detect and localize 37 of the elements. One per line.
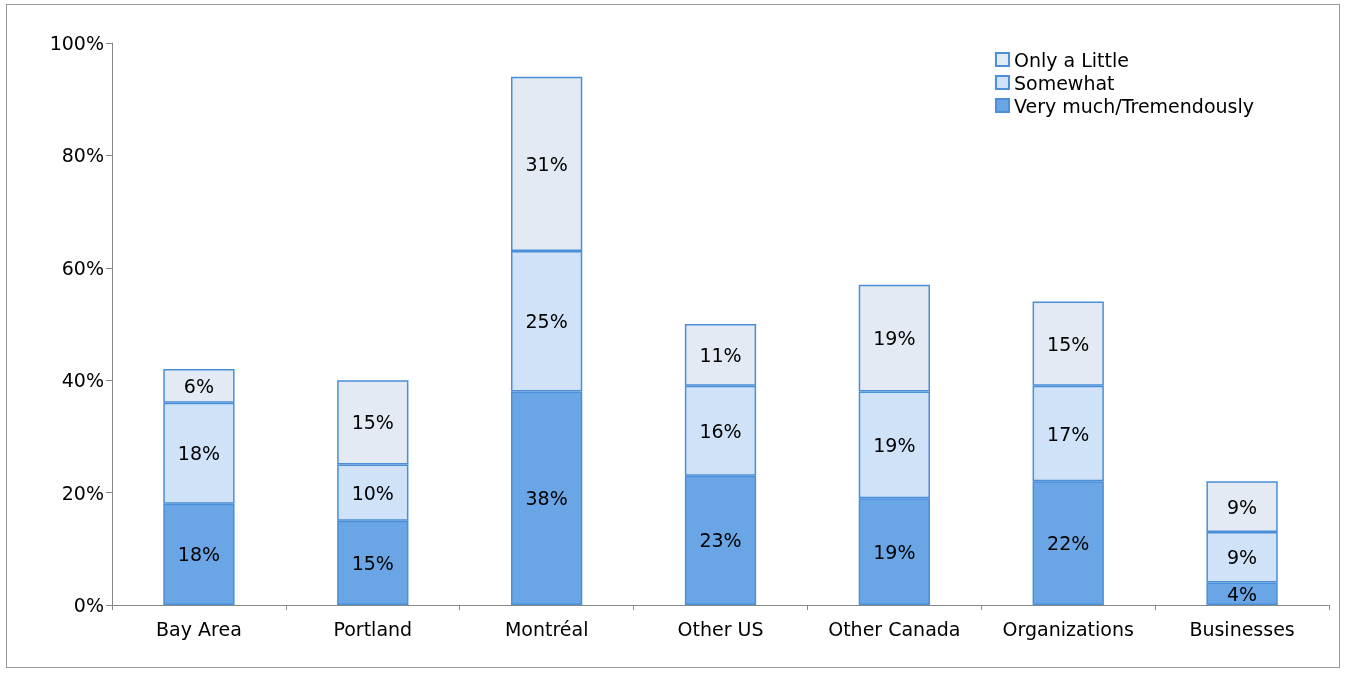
y-tick-label: 80% <box>61 144 104 167</box>
x-tick-label: Montréal <box>504 617 589 640</box>
x-tick-label: Businesses <box>1189 617 1295 640</box>
data-label: 25% <box>525 310 568 333</box>
data-label: 4% <box>1226 582 1258 605</box>
legend-label: Very much/Tremendously <box>1013 94 1255 117</box>
data-label: 19% <box>873 327 916 350</box>
y-tick-label: 60% <box>61 256 104 279</box>
data-label: 19% <box>873 433 916 456</box>
data-label: 31% <box>525 152 568 175</box>
y-tick-label: 40% <box>61 369 104 392</box>
y-tick-label: 0% <box>73 594 104 616</box>
data-label: 10% <box>351 481 394 504</box>
x-tick-label: Other US <box>677 617 764 640</box>
data-label: 19% <box>873 540 916 563</box>
data-label: 17% <box>1047 422 1090 445</box>
data-label: 9% <box>1226 495 1258 518</box>
data-label: 15% <box>1047 332 1090 355</box>
data-label: 6% <box>183 374 215 397</box>
x-tick-label: Portland <box>333 617 413 640</box>
data-label: 15% <box>351 551 394 574</box>
data-label: 11% <box>699 343 742 366</box>
legend-label: Only a Little <box>1013 48 1129 71</box>
data-label: 15% <box>351 411 394 434</box>
data-label: 16% <box>699 419 742 442</box>
data-label: 38% <box>525 487 568 510</box>
data-label: 18% <box>177 442 221 465</box>
data-label: 23% <box>699 529 742 552</box>
x-tick-label: Other Canada <box>828 617 961 640</box>
data-label: 18% <box>177 543 221 566</box>
data-label: 9% <box>1226 546 1258 569</box>
data-label: 22% <box>1047 532 1090 555</box>
x-tick-label: Bay Area <box>156 617 242 640</box>
y-tick-label: 20% <box>61 481 104 504</box>
x-tick-label: Organizations <box>1002 617 1134 640</box>
legend-label: Somewhat <box>1013 71 1115 94</box>
y-tick-label: 100% <box>49 32 104 54</box>
